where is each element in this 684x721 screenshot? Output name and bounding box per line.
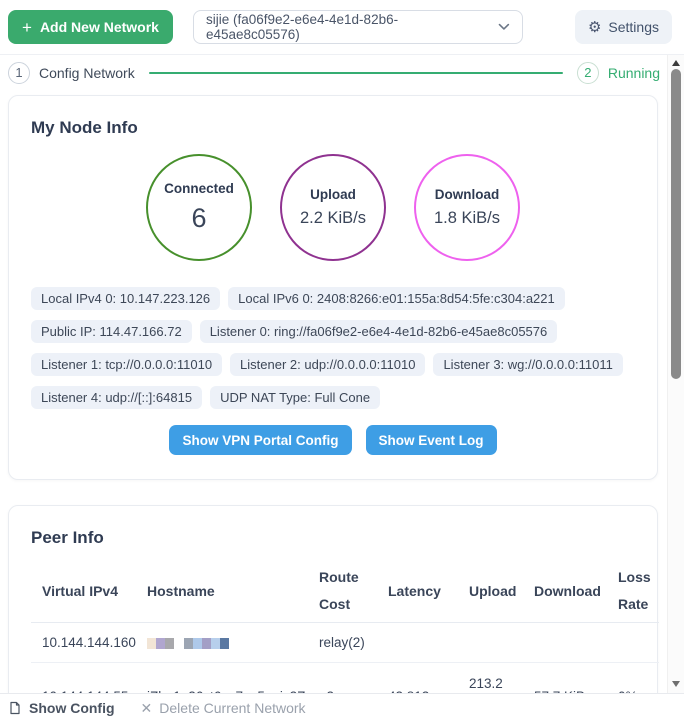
settings-label: Settings bbox=[608, 19, 659, 35]
download-label: Download bbox=[434, 187, 500, 202]
cell-hostname-redacted bbox=[136, 622, 308, 663]
show-config-button[interactable]: Show Config bbox=[8, 700, 115, 716]
upload-value: 2.2 KiB/s bbox=[299, 209, 367, 227]
bottom-action-bar: Show Config ✕ Delete Current Network bbox=[0, 693, 684, 721]
tag-public-ip: Public IP: 114.47.166.72 bbox=[31, 320, 192, 343]
upload-label: Upload bbox=[310, 187, 356, 202]
delete-current-network-button[interactable]: ✕ Delete Current Network bbox=[141, 700, 306, 716]
add-new-network-label: Add New Network bbox=[39, 19, 159, 35]
cell-loss-rate bbox=[607, 622, 659, 663]
close-icon: ✕ bbox=[140, 699, 153, 716]
redacted-hostname-mosaic bbox=[147, 637, 229, 649]
node-info-tags: Local IPv4 0: 10.147.223.126 Local IPv6 … bbox=[31, 287, 635, 409]
top-toolbar: + Add New Network sijie (fa06f9e2-e6e4-4… bbox=[0, 0, 684, 55]
tag-listener-1: Listener 1: tcp://0.0.0.0:11010 bbox=[31, 353, 223, 376]
connected-label: Connected bbox=[164, 181, 234, 196]
tag-local-ipv4: Local IPv4 0: 10.147.223.126 bbox=[31, 287, 221, 310]
connected-stat-circle: Connected 6 bbox=[146, 154, 252, 261]
cell-upload bbox=[458, 622, 523, 663]
peer-info-card: Peer Info Virtual IPv4 Hostname Route Co… bbox=[8, 505, 659, 693]
upload-value-wrapped: 213.2 bbox=[469, 676, 503, 691]
cell-download bbox=[523, 622, 607, 663]
show-config-label: Show Config bbox=[29, 699, 115, 716]
vertical-scrollbar[interactable] bbox=[667, 55, 684, 693]
cell-virtual-ipv4: 10.144.144.160 bbox=[31, 622, 136, 663]
cell-upload: 213.2 bbox=[458, 663, 523, 694]
node-info-title: My Node Info bbox=[31, 118, 138, 137]
tag-local-ipv6: Local IPv6 0: 2408:8266:e01:155a:8d54:5f… bbox=[228, 287, 565, 310]
settings-button[interactable]: ⚙ Settings bbox=[574, 10, 672, 44]
tag-udp-nat-type: UDP NAT Type: Full Cone bbox=[210, 386, 381, 409]
cell-latency: 42.812ms bbox=[377, 663, 458, 693]
step-running[interactable]: 2 Running bbox=[576, 61, 660, 84]
cell-virtual-ipv4: 10.144.144.55 bbox=[31, 663, 136, 693]
step2-label: Running bbox=[607, 64, 660, 81]
cell-download: 57.7 KiB bbox=[523, 663, 607, 693]
cell-hostname: iZbp1e26yt6uz7cn5opiy2Z bbox=[136, 663, 308, 693]
col-download: Download bbox=[523, 560, 607, 623]
main-content: My Node Info Connected 6 Upload 2.2 KiB/… bbox=[0, 90, 684, 693]
delete-network-label: Delete Current Network bbox=[159, 699, 306, 716]
download-value: 1.8 KiB/s bbox=[433, 209, 501, 227]
tag-listener-4: Listener 4: udp://[::]:64815 bbox=[31, 386, 203, 409]
peer-table: Virtual IPv4 Hostname Route Cost Latency… bbox=[31, 560, 659, 693]
show-event-log-button[interactable]: Show Event Log bbox=[365, 425, 497, 455]
step2-circle: 2 bbox=[576, 61, 599, 84]
tag-listener-3: Listener 3: wg://0.0.0.0:11011 bbox=[433, 353, 623, 376]
col-latency: Latency bbox=[377, 560, 458, 623]
show-vpn-portal-config-button[interactable]: Show VPN Portal Config bbox=[169, 425, 352, 455]
file-icon bbox=[10, 701, 20, 714]
network-select-dropdown[interactable]: sijie (fa06f9e2-e6e4-4e1d-82b6-e45ae8c05… bbox=[192, 10, 523, 44]
step-config-network[interactable]: 1 Config Network bbox=[8, 61, 135, 84]
gear-icon: ⚙ bbox=[587, 18, 602, 36]
scroll-up-arrow-icon[interactable] bbox=[672, 60, 680, 66]
col-route-cost: Route Cost bbox=[308, 560, 377, 623]
cell-latency bbox=[377, 622, 458, 663]
col-hostname: Hostname bbox=[136, 560, 308, 623]
connected-value: 6 bbox=[191, 203, 207, 233]
node-stat-circles: Connected 6 Upload 2.2 KiB/s Download 1.… bbox=[31, 154, 635, 261]
upload-stat-circle: Upload 2.2 KiB/s bbox=[280, 154, 386, 261]
network-select-value: sijie (fa06f9e2-e6e4-4e1d-82b6-e45ae8c05… bbox=[205, 12, 399, 42]
stepper: 1 Config Network 2 Running bbox=[0, 55, 684, 90]
cell-route-cost: p2p bbox=[308, 663, 377, 693]
cell-loss-rate: 0% bbox=[607, 663, 659, 693]
tag-listener-2: Listener 2: udp://0.0.0.0:11010 bbox=[230, 353, 426, 376]
my-node-info-card: My Node Info Connected 6 Upload 2.2 KiB/… bbox=[8, 95, 658, 480]
peer-table-header-row: Virtual IPv4 Hostname Route Cost Latency… bbox=[31, 560, 659, 623]
step1-label: Config Network bbox=[39, 64, 135, 81]
add-new-network-button[interactable]: + Add New Network bbox=[8, 10, 173, 44]
node-action-buttons: Show VPN Portal Config Show Event Log bbox=[31, 425, 635, 455]
peer-table-row: 10.144.144.55 iZbp1e26yt6uz7cn5opiy2Z p2… bbox=[31, 663, 659, 694]
cell-route-cost: relay(2) bbox=[308, 622, 377, 663]
step1-circle: 1 bbox=[8, 61, 30, 84]
tag-listener-0: Listener 0: ring://fa06f9e2-e6e4-4e1d-82… bbox=[199, 320, 558, 343]
chevron-down-icon bbox=[498, 23, 510, 30]
scroll-down-arrow-icon[interactable] bbox=[672, 681, 680, 687]
peer-info-title: Peer Info bbox=[31, 528, 104, 547]
step-connector-line bbox=[148, 71, 563, 74]
plus-icon: + bbox=[22, 17, 32, 37]
download-stat-circle: Download 1.8 KiB/s bbox=[414, 154, 520, 261]
peer-table-row: 10.144.144.160 relay(2) bbox=[31, 622, 659, 663]
col-virtual-ipv4: Virtual IPv4 bbox=[31, 560, 136, 623]
scrollbar-thumb[interactable] bbox=[671, 69, 681, 379]
col-loss-rate: Loss Rate bbox=[607, 560, 659, 623]
col-upload: Upload bbox=[458, 560, 523, 623]
